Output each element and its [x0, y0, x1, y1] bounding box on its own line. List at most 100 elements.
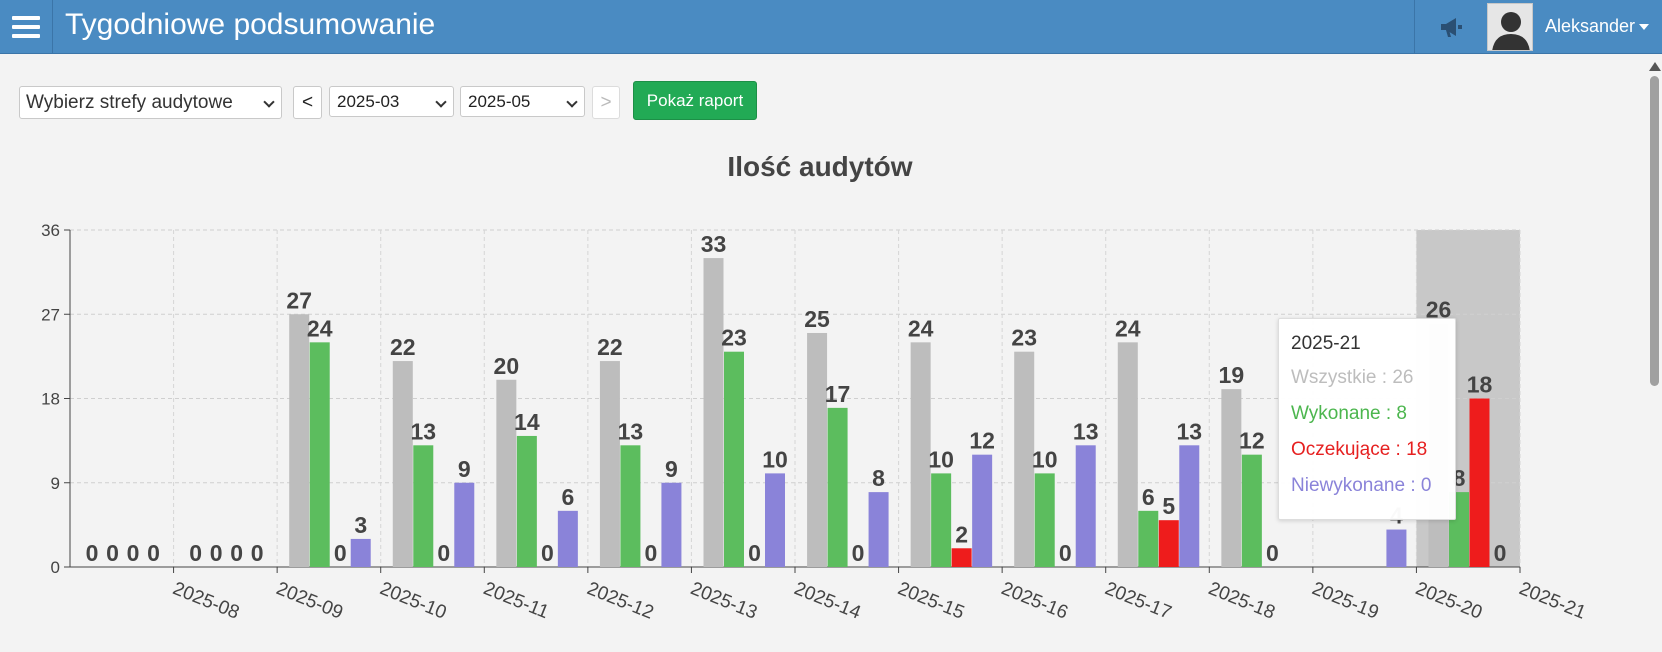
- zones-select[interactable]: Wybierz strefy audytowe: [19, 86, 282, 119]
- header-right-zone: [1414, 0, 1662, 54]
- tooltip-row-not-done: Niewykonane : 0: [1291, 475, 1432, 496]
- data-label: 6: [1142, 484, 1155, 510]
- tooltip-title: 2025-21: [1291, 333, 1361, 354]
- bar: [557, 510, 578, 567]
- scrollbar[interactable]: [1646, 58, 1662, 652]
- data-label: 17: [825, 381, 851, 407]
- bar: [1179, 445, 1200, 567]
- y-tick-label: 27: [41, 305, 60, 324]
- megaphone-icon[interactable]: [1438, 14, 1466, 40]
- bar: [599, 361, 620, 567]
- tooltip-row: Oczekujące : 18: [1291, 439, 1443, 461]
- bar: [454, 482, 475, 567]
- x-tick-label: 2025-15: [895, 578, 968, 624]
- bar: [350, 538, 371, 567]
- data-label: 13: [410, 418, 436, 444]
- data-label: 22: [597, 334, 623, 360]
- data-label: 13: [618, 418, 644, 444]
- x-tick-label: 2025-13: [688, 578, 761, 624]
- data-label: 12: [969, 428, 995, 454]
- data-label: 12: [1239, 428, 1265, 454]
- date-from-select[interactable]: 2025-03: [329, 86, 454, 117]
- data-label: 33: [701, 231, 727, 257]
- avatar[interactable]: [1487, 3, 1533, 51]
- bar: [1034, 473, 1055, 567]
- bar: [289, 314, 310, 567]
- data-label: 0: [1059, 540, 1072, 566]
- next-period-button[interactable]: >: [592, 86, 620, 119]
- data-label: 0: [334, 540, 347, 566]
- prev-period-button[interactable]: <: [293, 86, 322, 119]
- bar: [807, 332, 828, 567]
- top-bar: Tygodniowe podsumowanie Aleksander: [0, 0, 1662, 54]
- chart-title: Ilość audytów: [727, 151, 913, 182]
- data-label: 0: [189, 540, 202, 566]
- chart-tooltip: 2025-21 Wszystkie : 26 Wykonane : 8 Ocze…: [1278, 318, 1456, 520]
- data-label: 0: [645, 540, 658, 566]
- date-to-select[interactable]: 2025-05: [460, 86, 585, 117]
- data-label: 8: [872, 465, 885, 491]
- data-label: 24: [307, 315, 333, 341]
- show-report-button[interactable]: Pokaż raport: [633, 81, 757, 120]
- bar: [868, 492, 889, 567]
- x-tick-label: 2025-10: [377, 578, 450, 624]
- data-label: 0: [251, 540, 264, 566]
- chevron-down-icon: [435, 96, 447, 108]
- data-label: 0: [147, 540, 160, 566]
- y-tick-label: 0: [51, 558, 60, 577]
- x-tick-label: 2025-18: [1205, 578, 1278, 624]
- bar: [1158, 520, 1179, 567]
- bar: [392, 361, 413, 567]
- data-label: 0: [127, 540, 140, 566]
- data-label: 18: [1467, 372, 1493, 398]
- data-label: 3: [354, 512, 367, 538]
- bar: [1075, 445, 1096, 567]
- x-tick-label: 2025-20: [1413, 578, 1486, 624]
- bar: [765, 473, 785, 567]
- data-label: 0: [210, 540, 223, 566]
- user-menu[interactable]: Aleksander: [1545, 16, 1650, 37]
- bar: [413, 445, 434, 567]
- tooltip-row-done: Wykonane : 8: [1291, 403, 1408, 424]
- data-label: 22: [390, 334, 416, 360]
- bar: [661, 482, 682, 567]
- user-name: Aleksander: [1545, 16, 1636, 36]
- bar: [931, 473, 952, 567]
- data-label: 0: [1266, 540, 1279, 566]
- x-tick-label: 2025-16: [998, 578, 1071, 624]
- x-tick-label: 2025-09: [273, 578, 346, 624]
- tooltip-row: Niewykonane : 0: [1291, 475, 1443, 497]
- hamburger-icon[interactable]: [0, 0, 53, 54]
- data-label: 19: [1219, 362, 1245, 388]
- bar: [309, 342, 330, 567]
- data-label: 0: [106, 540, 119, 566]
- bar: [1138, 510, 1159, 567]
- tooltip-row-all: Wszystkie : 26: [1291, 367, 1414, 388]
- y-tick-label: 18: [41, 390, 60, 409]
- x-tick-label: 2025-08: [170, 578, 243, 624]
- tooltip-row-pending: Oczekujące : 18: [1291, 439, 1428, 460]
- bar: [910, 342, 931, 567]
- data-label: 27: [286, 287, 312, 313]
- bar: [724, 351, 744, 567]
- scroll-thumb[interactable]: [1650, 76, 1659, 386]
- x-tick-label: 2025-21: [1516, 578, 1589, 624]
- bar: [496, 379, 517, 567]
- data-label: 14: [514, 409, 540, 435]
- data-label: 2: [955, 521, 968, 547]
- y-tick-label: 36: [41, 221, 60, 240]
- data-label: 24: [1115, 315, 1141, 341]
- bar: [972, 454, 993, 567]
- data-label: 10: [762, 446, 788, 472]
- bar: [951, 548, 972, 567]
- scroll-up-icon[interactable]: [1649, 62, 1661, 71]
- data-label: 0: [1494, 540, 1507, 566]
- data-label: 13: [1176, 418, 1202, 444]
- data-label: 24: [908, 315, 934, 341]
- zones-select-label: Wybierz strefy audytowe: [26, 91, 233, 113]
- data-label: 9: [665, 456, 678, 482]
- data-label: 25: [804, 306, 830, 332]
- bar: [1221, 389, 1242, 567]
- tooltip-row: Wszystkie : 26: [1291, 367, 1443, 389]
